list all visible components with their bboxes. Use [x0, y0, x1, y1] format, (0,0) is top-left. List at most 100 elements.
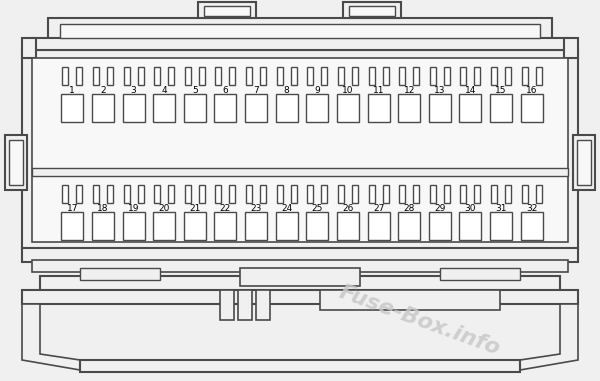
Bar	[460, 212, 481, 240]
Bar	[214, 212, 236, 240]
Bar	[198, 2, 256, 18]
Text: 23: 23	[250, 204, 262, 213]
Bar	[322, 185, 328, 203]
Bar	[185, 185, 191, 203]
Bar	[491, 67, 497, 85]
Bar	[185, 67, 191, 85]
Bar	[61, 94, 83, 122]
Bar	[383, 185, 389, 203]
Bar	[22, 290, 578, 304]
Text: 7: 7	[253, 86, 259, 95]
Bar	[229, 67, 235, 85]
Bar	[275, 94, 298, 122]
Bar	[413, 185, 419, 203]
Bar	[62, 67, 68, 85]
Text: 27: 27	[373, 204, 384, 213]
Bar	[92, 212, 114, 240]
Bar	[107, 185, 113, 203]
Bar	[93, 185, 99, 203]
Bar	[475, 185, 481, 203]
Text: 8: 8	[284, 86, 290, 95]
Bar	[32, 38, 568, 50]
Bar	[22, 50, 578, 250]
Text: 22: 22	[220, 204, 231, 213]
Text: 30: 30	[464, 204, 476, 213]
Bar	[277, 185, 283, 203]
Bar	[214, 94, 236, 122]
Text: 9: 9	[314, 86, 320, 95]
Bar	[505, 185, 511, 203]
Bar	[429, 212, 451, 240]
Bar	[107, 67, 113, 85]
Bar	[573, 135, 595, 190]
Text: 25: 25	[311, 204, 323, 213]
Text: 20: 20	[158, 204, 170, 213]
Bar	[349, 6, 395, 16]
Bar	[338, 185, 344, 203]
Bar	[320, 290, 500, 310]
Bar	[40, 276, 560, 292]
Bar	[76, 185, 82, 203]
Bar	[22, 38, 36, 58]
Bar	[124, 67, 130, 85]
Bar	[398, 94, 420, 122]
Bar	[429, 94, 451, 122]
Bar	[80, 268, 160, 280]
Bar	[80, 360, 520, 372]
Bar	[398, 212, 420, 240]
Text: 2: 2	[100, 86, 106, 95]
Bar	[275, 212, 298, 240]
Bar	[246, 185, 252, 203]
Bar	[246, 67, 252, 85]
Bar	[490, 94, 512, 122]
Bar	[62, 185, 68, 203]
Bar	[337, 94, 359, 122]
Bar	[245, 212, 267, 240]
Bar	[32, 258, 568, 264]
Bar	[352, 67, 358, 85]
Text: 26: 26	[342, 204, 353, 213]
Bar	[153, 94, 175, 122]
Bar	[184, 212, 206, 240]
Bar	[521, 212, 542, 240]
Bar	[199, 185, 205, 203]
Bar	[240, 268, 360, 286]
Bar	[229, 185, 235, 203]
Bar	[124, 185, 130, 203]
Bar	[505, 67, 511, 85]
Bar	[383, 67, 389, 85]
Bar	[399, 185, 405, 203]
Text: 17: 17	[67, 204, 78, 213]
Bar	[32, 58, 568, 242]
Bar	[444, 185, 450, 203]
Text: 16: 16	[526, 86, 538, 95]
Text: 31: 31	[496, 204, 507, 213]
Bar	[430, 185, 436, 203]
Bar	[577, 140, 591, 185]
Bar	[22, 248, 578, 262]
Text: 4: 4	[161, 86, 167, 95]
Text: 18: 18	[97, 204, 109, 213]
Bar	[92, 94, 114, 122]
Bar	[48, 18, 552, 40]
Bar	[168, 185, 174, 203]
Bar	[184, 94, 206, 122]
Bar	[399, 67, 405, 85]
Text: Fuse-Box.info: Fuse-Box.info	[337, 282, 503, 359]
Bar	[9, 140, 23, 185]
Bar	[260, 185, 266, 203]
Bar	[199, 67, 205, 85]
Bar	[32, 168, 568, 176]
Bar	[337, 212, 359, 240]
Bar	[307, 185, 313, 203]
Bar	[168, 67, 174, 85]
Bar	[122, 94, 145, 122]
Bar	[460, 67, 466, 85]
Bar	[290, 67, 296, 85]
Bar	[352, 185, 358, 203]
Bar	[460, 185, 466, 203]
Text: 1: 1	[70, 86, 75, 95]
Bar	[215, 185, 221, 203]
Text: 10: 10	[342, 86, 353, 95]
Bar	[153, 212, 175, 240]
